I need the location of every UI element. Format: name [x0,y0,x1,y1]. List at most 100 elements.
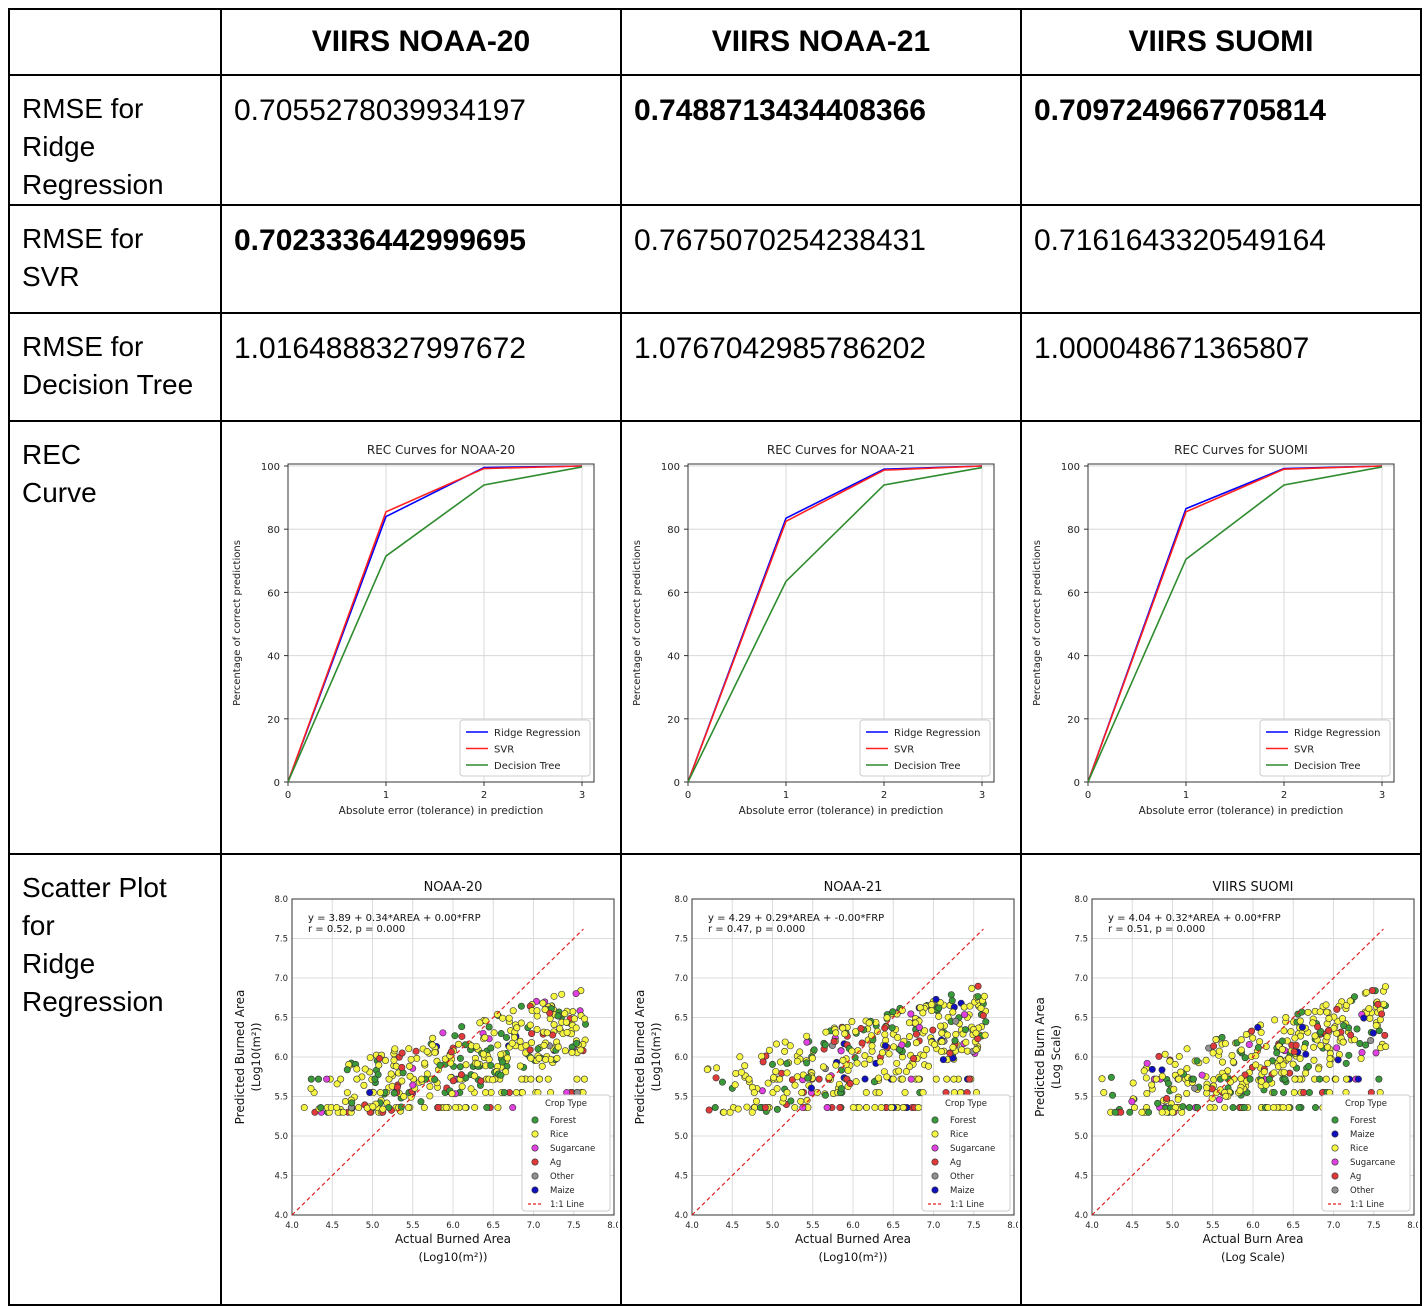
legend-label: Rice [950,1130,968,1140]
x-axis-label: Actual Burned Area [395,1232,511,1246]
chart-title: REC Curves for NOAA-20 [367,443,515,457]
scatter-point [939,1056,947,1064]
scatter-point [544,1075,552,1083]
scatter-point [1296,1017,1304,1025]
scatter-point [499,1014,507,1022]
x-axis-sublabel: (Log Scale) [1221,1250,1285,1264]
reference-line [1091,928,1384,1216]
scatter-point [914,1104,922,1112]
scatter-point [509,1104,517,1112]
scatter-point [473,1042,481,1050]
y-tick-label: 7.5 [674,935,688,945]
scatter-point [390,1056,398,1064]
scatter-point [1378,1010,1386,1018]
legend-swatch [531,1116,539,1124]
chart-title: NOAA-20 [424,880,483,895]
rmse-value: 0.7097249667705814 [1020,74,1422,206]
scatter-point [910,1055,918,1063]
x-tick-label: 6.0 [1246,1221,1260,1231]
scatter-point [1325,1026,1333,1034]
scatter-point [938,1038,946,1046]
scatter-point [1316,1008,1324,1016]
y-axis-label: Percentage of correct predictions [232,540,243,706]
scatter-point [533,1007,541,1015]
scatter-point [393,1083,401,1091]
scatter-point [1381,983,1389,991]
scatter-point [1152,1075,1160,1083]
scatter-point [1323,1033,1331,1041]
scatter-point [500,1089,508,1097]
scatter-point [1206,1104,1214,1112]
row-label: RMSE for SVR [8,204,222,314]
scatter-point [458,1083,466,1091]
scatter-point [1145,1108,1153,1116]
x-tick-label: 0 [1085,790,1091,801]
rec-chart-suomi: REC Curves for SUOMI 0 1 2 3 0 20 40 60 80 100 Abso… [1032,443,1395,817]
scatter-point [413,1054,421,1062]
scatter-point [1345,1051,1353,1059]
scatter-point [1242,1030,1250,1038]
scatter-point [797,1097,805,1105]
scatter-point [1302,1050,1310,1058]
scatter-point [1290,1089,1298,1097]
legend-label: Ag [550,1158,561,1168]
rec-chart-noaa20: REC Curves for NOAA-20 0 1 2 3 0 20 40 60 80 100 Ab… [232,443,595,817]
scatter-point [1291,1034,1299,1042]
scatter-point [1300,1089,1308,1097]
scatter-point [1221,1073,1229,1081]
x-tick-label: 1 [383,790,389,801]
scatter-point [948,997,956,1005]
x-tick-label: 6.0 [446,1221,460,1231]
series-line [287,465,583,783]
x-tick-label: 2 [1281,790,1287,801]
scatter-point [1183,1065,1191,1073]
scatter-point [803,1059,811,1067]
regression-stats: r = 0.52, p = 0.000 [308,924,405,935]
chart-title: VIIRS SUOMI [1212,880,1293,895]
y-tick-label: 4.5 [274,1172,288,1182]
scatter-point [473,1060,481,1068]
scatter-point [1280,1089,1288,1097]
scatter-point [890,1043,898,1051]
scatter-point [516,1062,524,1070]
scatter-point [1369,1029,1377,1037]
scatter-point [390,1089,398,1097]
scatter-point [300,1104,308,1112]
legend-swatch [1331,1172,1339,1180]
scatter-point [1158,1108,1166,1116]
scatter-point [400,1093,408,1101]
scatter-point [1158,1072,1166,1080]
scatter-point [898,1006,906,1014]
scatter-point [783,1089,791,1097]
scatter-point [392,1062,400,1070]
y-tick-label: 0 [1074,778,1080,789]
scatter-point [741,1062,749,1070]
scatter-point [1271,1016,1279,1024]
y-tick-label: 8.0 [1074,895,1088,905]
y-tick-label: 7.5 [274,935,288,945]
scatter-point [919,1009,927,1017]
scatter-point [1372,1049,1380,1057]
scatter-point [572,1024,580,1032]
scatter-point [949,1054,957,1062]
scatter-point [906,1063,914,1071]
scatter-point [1175,1053,1183,1061]
legend-label: Forest [550,1116,577,1126]
scatter-point [573,1075,581,1083]
scatter-point [418,1075,426,1083]
rmse-value: 1.0767042985786202 [620,312,1022,422]
y-tick-label: 60 [1067,588,1080,599]
scatter-point [768,1060,776,1068]
scatter-point [1315,1065,1323,1073]
scatter-point [455,1040,463,1048]
x-tick-label: 8.0 [1407,1221,1418,1231]
legend-box [1321,1094,1411,1212]
scatter-point [1161,1050,1169,1058]
scatter-point [481,1034,489,1042]
scatter-point [1264,1059,1272,1067]
scatter-point [974,993,982,1001]
scatter-point [832,1029,840,1037]
scatter-point [1210,1042,1218,1050]
scatter-point [810,1046,818,1054]
plot-frame [691,898,1015,1216]
